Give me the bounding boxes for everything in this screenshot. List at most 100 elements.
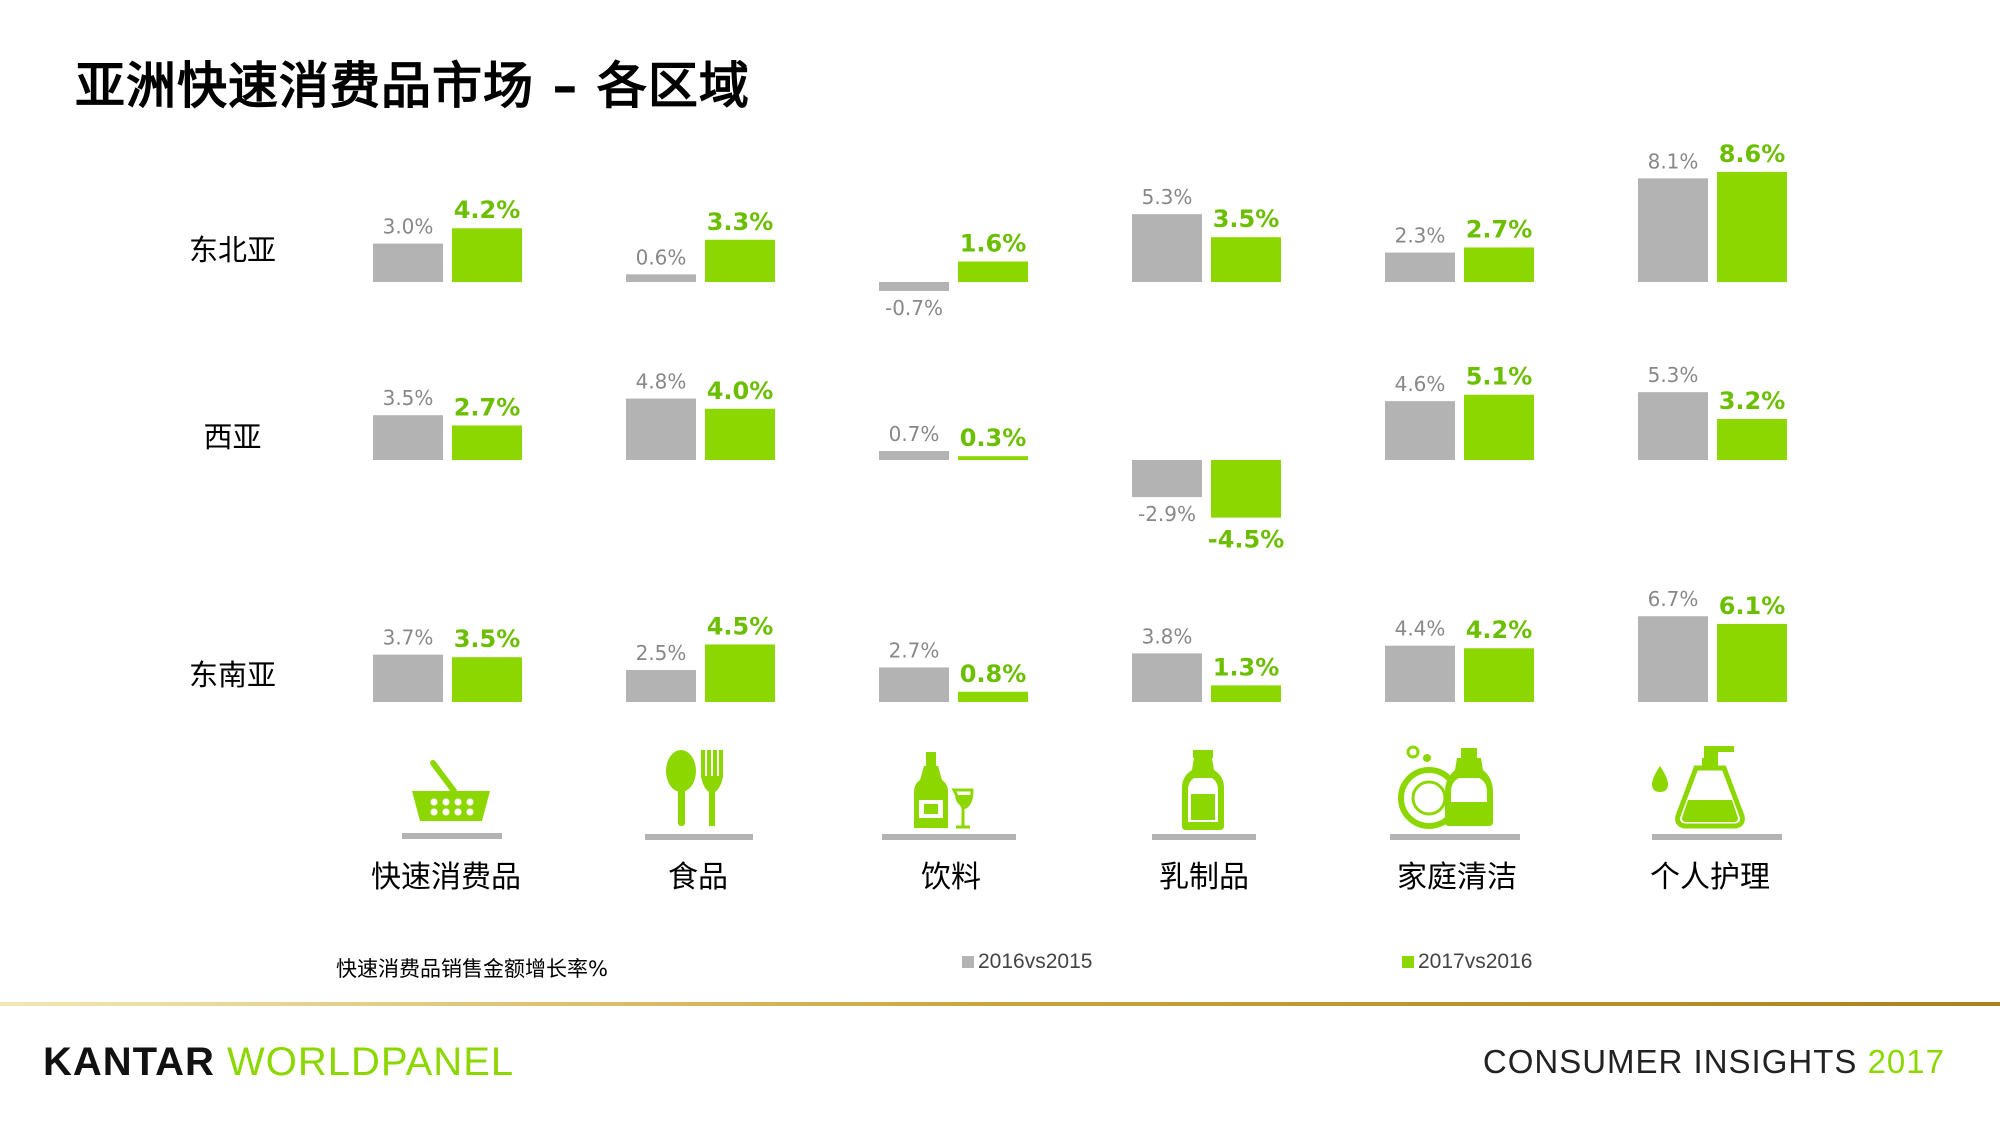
spoon-fork-icon — [645, 750, 753, 840]
data-label-northeast-asia-fmcg-2017: 4.2% — [454, 196, 521, 224]
data-label-west-asia-personal-care-2017: 3.2% — [1719, 387, 1786, 415]
data-label-northeast-asia-home-care-2017: 2.7% — [1466, 215, 1533, 243]
data-label-west-asia-beverage-2017: 0.3% — [960, 424, 1027, 452]
consumer-insights-tag: CONSUMER INSIGHTS 2017 — [1483, 1043, 1945, 1081]
bar-northeast-asia-home-care-2016 — [1385, 252, 1455, 282]
data-label-southeast-asia-home-care-2016: 4.4% — [1395, 617, 1446, 641]
data-label-northeast-asia-personal-care-2016: 8.1% — [1648, 149, 1699, 173]
bar-southeast-asia-beverage-2016 — [879, 667, 949, 702]
bar-west-asia-food-2017 — [705, 408, 775, 460]
bar-northeast-asia-beverage-2016 — [879, 282, 949, 291]
data-label-southeast-asia-fmcg-2016: 3.7% — [383, 626, 434, 650]
bar-northeast-asia-dairy-2016 — [1132, 214, 1202, 282]
bar-west-asia-personal-care-2017 — [1717, 419, 1787, 460]
region-label-west-asia: 西亚 — [203, 420, 262, 454]
data-label-southeast-asia-dairy-2016: 3.8% — [1142, 624, 1193, 648]
data-label-northeast-asia-home-care-2016: 2.3% — [1395, 224, 1446, 248]
bar-northeast-asia-food-2016 — [626, 274, 696, 282]
data-label-southeast-asia-personal-care-2017: 6.1% — [1719, 592, 1786, 620]
bar-southeast-asia-fmcg-2016 — [373, 654, 443, 702]
data-label-northeast-asia-food-2016: 0.6% — [636, 245, 687, 269]
legend-item-2017: 2017vs2016 — [1402, 950, 1532, 974]
region-label-southeast-asia: 东南亚 — [188, 658, 276, 692]
data-label-southeast-asia-dairy-2017: 1.3% — [1213, 653, 1280, 681]
data-label-west-asia-food-2017: 4.0% — [707, 377, 774, 405]
data-label-southeast-asia-beverage-2016: 2.7% — [889, 638, 940, 662]
legend-label: 2016vs2015 — [978, 950, 1093, 973]
page-title: 亚洲快速消费品市场 – 各区域 — [75, 57, 750, 115]
data-label-west-asia-home-care-2017: 5.1% — [1466, 363, 1533, 391]
data-label-northeast-asia-dairy-2016: 5.3% — [1142, 185, 1193, 209]
bar-west-asia-home-care-2016 — [1385, 401, 1455, 460]
bar-west-asia-personal-care-2016 — [1638, 392, 1708, 460]
bar-west-asia-fmcg-2017 — [452, 425, 522, 460]
dish-soap-icon — [1390, 745, 1520, 840]
data-label-northeast-asia-food-2017: 3.3% — [707, 208, 774, 236]
brand-kantar: KANTAR — [43, 1040, 215, 1084]
data-label-west-asia-fmcg-2017: 2.7% — [454, 393, 521, 421]
data-label-west-asia-personal-care-2016: 5.3% — [1648, 363, 1699, 387]
bar-west-asia-dairy-2017 — [1211, 460, 1281, 518]
data-label-southeast-asia-beverage-2017: 0.8% — [960, 660, 1027, 688]
bar-northeast-asia-fmcg-2016 — [373, 243, 443, 282]
growth-bar-chart: 3.0% 0.6% -0.7% 5.3% 2.3% 8.1% 4.2% 3.3% 1.6% 3.5… — [373, 140, 1787, 702]
data-label-southeast-asia-fmcg-2017: 3.5% — [454, 625, 521, 653]
category-label-food: 食品 — [668, 860, 728, 895]
bar-southeast-asia-home-care-2016 — [1385, 645, 1455, 702]
milk-bottle-icon — [1152, 750, 1256, 840]
bar-northeast-asia-food-2017 — [705, 239, 775, 282]
data-label-southeast-asia-food-2017: 4.5% — [707, 612, 774, 640]
bar-southeast-asia-dairy-2017 — [1211, 685, 1281, 702]
bar-southeast-asia-dairy-2016 — [1132, 653, 1202, 702]
footer-divider — [0, 1002, 2000, 1006]
footnote: 快速消费品销售金额增长率% — [336, 957, 608, 981]
bar-southeast-asia-food-2016 — [626, 670, 696, 702]
category-label-home-care: 家庭清洁 — [1397, 860, 1517, 895]
data-label-west-asia-dairy-2016: -2.9% — [1138, 502, 1196, 526]
data-label-west-asia-food-2016: 4.8% — [636, 370, 687, 394]
category-label-dairy: 乳制品 — [1159, 860, 1249, 895]
bar-northeast-asia-beverage-2017 — [958, 261, 1028, 282]
bar-northeast-asia-fmcg-2017 — [452, 228, 522, 282]
bar-west-asia-food-2016 — [626, 398, 696, 460]
basket-icon — [402, 760, 502, 839]
bar-southeast-asia-fmcg-2017 — [452, 657, 522, 702]
data-label-northeast-asia-beverage-2016: -0.7% — [885, 296, 943, 320]
data-label-west-asia-fmcg-2016: 3.5% — [383, 386, 434, 410]
bar-northeast-asia-personal-care-2017 — [1717, 171, 1787, 282]
data-label-west-asia-beverage-2016: 0.7% — [889, 422, 940, 446]
category-label-beverage: 饮料 — [921, 860, 981, 895]
data-label-southeast-asia-food-2016: 2.5% — [636, 641, 687, 665]
insights-text: CONSUMER INSIGHTS — [1482, 1043, 1858, 1080]
bar-southeast-asia-personal-care-2017 — [1717, 623, 1787, 702]
data-label-northeast-asia-personal-care-2017: 8.6% — [1719, 140, 1786, 168]
bar-northeast-asia-home-care-2017 — [1464, 247, 1534, 282]
category-label-personal-care: 个人护理 — [1650, 860, 1770, 895]
legend-item-2016: 2016vs2015 — [962, 950, 1092, 974]
category-label-fmcg: 快速消费品 — [371, 860, 521, 895]
legend-swatch-green — [1402, 956, 1414, 968]
bar-west-asia-dairy-2016 — [1132, 460, 1202, 498]
insights-year: 2017 — [1867, 1043, 1945, 1080]
bar-northeast-asia-personal-care-2016 — [1638, 178, 1708, 282]
data-label-southeast-asia-personal-care-2016: 6.7% — [1648, 587, 1699, 611]
data-label-northeast-asia-dairy-2017: 3.5% — [1213, 205, 1280, 233]
lotion-pump-icon — [1652, 746, 1782, 840]
legend-label: 2017vs2016 — [1418, 950, 1533, 973]
wine-bottle-glass-icon — [882, 752, 1016, 840]
data-label-west-asia-dairy-2017: -4.5% — [1208, 526, 1285, 554]
brand-worldpanel: WORLDPANEL — [227, 1040, 515, 1084]
data-label-west-asia-home-care-2016: 4.6% — [1395, 372, 1446, 396]
brand-logo: KANTAR WORLDPANEL — [43, 1040, 514, 1085]
data-label-southeast-asia-home-care-2017: 4.2% — [1466, 616, 1533, 644]
bar-southeast-asia-home-care-2017 — [1464, 648, 1534, 702]
bar-west-asia-home-care-2017 — [1464, 394, 1534, 460]
data-label-northeast-asia-beverage-2017: 1.6% — [960, 230, 1027, 258]
data-label-northeast-asia-fmcg-2016: 3.0% — [383, 215, 434, 239]
bar-west-asia-beverage-2017 — [958, 456, 1028, 460]
bar-southeast-asia-food-2017 — [705, 644, 775, 702]
bar-southeast-asia-beverage-2017 — [958, 691, 1028, 702]
legend-swatch-grey — [962, 956, 974, 968]
region-label-northeast-asia: 东北亚 — [188, 233, 276, 267]
bar-west-asia-fmcg-2016 — [373, 415, 443, 460]
